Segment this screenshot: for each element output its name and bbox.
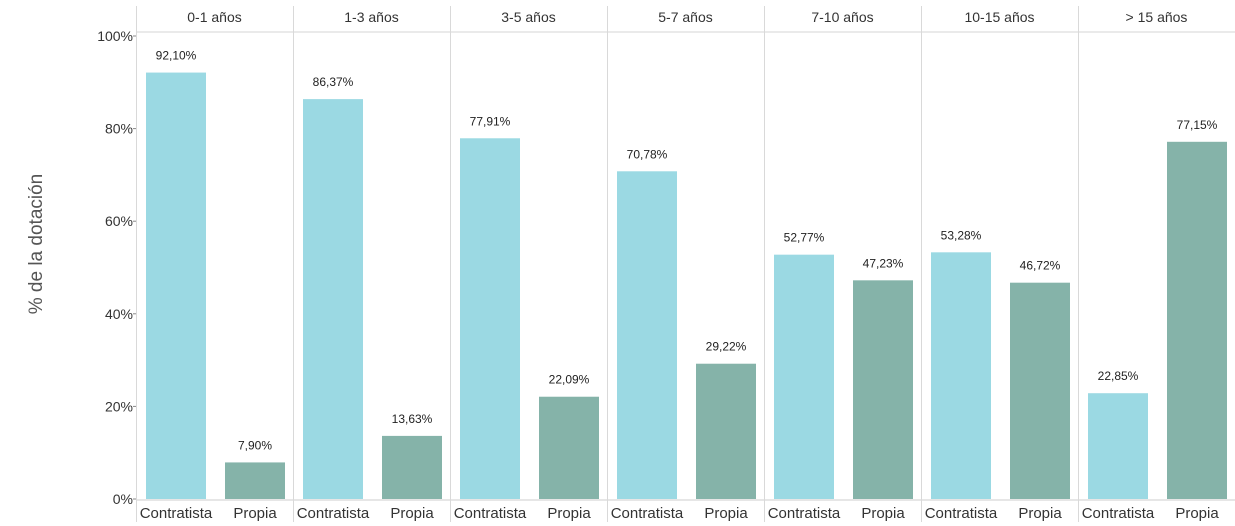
y-tick-label: 80%: [105, 121, 133, 137]
y-tick-label: 20%: [105, 398, 133, 414]
x-category-label: Contratista: [925, 505, 998, 522]
group-header: 1-3 años: [344, 9, 398, 25]
y-tick-label: 100%: [97, 28, 133, 44]
x-category-label: Contratista: [297, 505, 370, 522]
group-header: 3-5 años: [501, 9, 555, 25]
data-label: 29,22%: [706, 340, 747, 354]
data-label: 77,91%: [470, 114, 511, 128]
x-category-label: Contratista: [1082, 505, 1155, 522]
x-category-label: Contratista: [768, 505, 841, 522]
data-label: 92,10%: [156, 49, 197, 63]
group-header: 7-10 años: [811, 9, 873, 25]
panels: 0-1 años 92,10% Contratista 7,90% Propia 1-3 …: [136, 6, 1235, 522]
bar-contratista: [146, 72, 206, 500]
y-axis-ticks: 0% 20% 40% 60% 80% 100%: [97, 28, 136, 507]
data-label: 86,37%: [313, 75, 354, 89]
data-label: 53,28%: [941, 228, 982, 242]
y-axis-label: % de la dotación: [26, 174, 47, 315]
x-category-label: Propia: [547, 505, 591, 522]
data-label: 77,15%: [1177, 118, 1218, 132]
group-header: 5-7 años: [658, 9, 712, 25]
x-category-label: Contratista: [611, 505, 684, 522]
data-label: 7,90%: [238, 438, 272, 452]
data-label: 46,72%: [1020, 259, 1061, 273]
bar-propia: [382, 435, 442, 499]
bar-contratista: [617, 171, 677, 499]
x-category-label: Propia: [704, 505, 748, 522]
data-label: 47,23%: [863, 256, 904, 270]
y-tick-label: 0%: [113, 491, 133, 507]
bar-contratista: [1088, 393, 1148, 499]
data-label: 52,77%: [784, 231, 825, 245]
bar-propia: [853, 280, 913, 499]
x-category-label: Propia: [233, 505, 277, 522]
data-label: 22,85%: [1098, 369, 1139, 383]
data-label: 13,63%: [392, 412, 433, 426]
group-header: 0-1 años: [187, 9, 241, 25]
bar-propia: [1167, 141, 1227, 499]
bar-propia: [1010, 282, 1070, 499]
bar-propia: [225, 462, 285, 499]
bar-contratista: [303, 99, 363, 499]
data-label: 22,09%: [549, 373, 590, 387]
bar-contratista: [774, 254, 834, 499]
bar-contratista: [460, 138, 520, 499]
x-category-label: Propia: [1175, 505, 1219, 522]
x-category-label: Contratista: [140, 505, 213, 522]
group-header: > 15 años: [1126, 9, 1188, 25]
y-tick-label: 40%: [105, 306, 133, 322]
group-header: 10-15 años: [964, 9, 1034, 25]
bar-propia: [539, 396, 599, 499]
bar-propia: [696, 363, 756, 499]
x-category-label: Propia: [390, 505, 434, 522]
y-tick-label: 60%: [105, 213, 133, 229]
x-category-label: Propia: [861, 505, 905, 522]
bar-contratista: [931, 252, 991, 499]
x-category-label: Contratista: [454, 505, 527, 522]
x-category-label: Propia: [1018, 505, 1062, 522]
data-label: 70,78%: [627, 147, 668, 161]
